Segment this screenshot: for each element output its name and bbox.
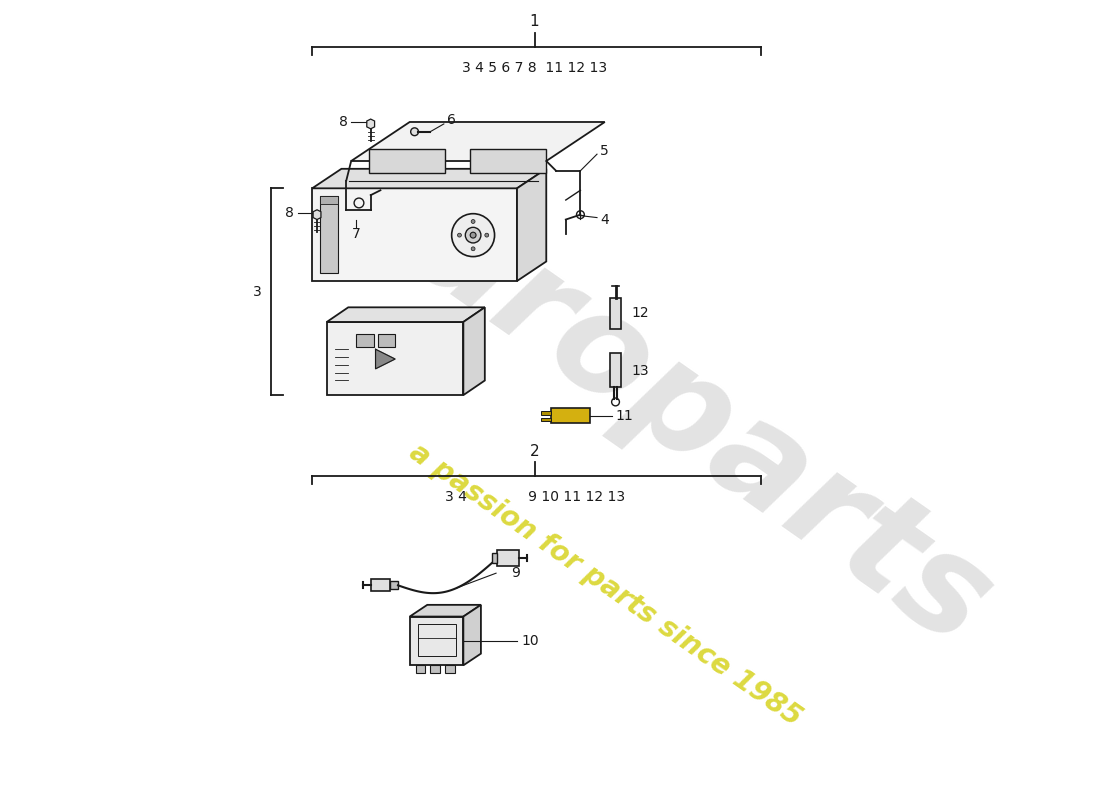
Bar: [497, 550, 519, 566]
Polygon shape: [312, 169, 547, 188]
Bar: [377, 334, 395, 347]
Bar: [541, 410, 551, 414]
Polygon shape: [470, 150, 547, 173]
Text: 12: 12: [631, 306, 649, 320]
Polygon shape: [463, 605, 481, 666]
Circle shape: [452, 214, 495, 257]
Bar: [541, 418, 551, 422]
Polygon shape: [351, 122, 605, 161]
Bar: [416, 666, 426, 673]
Text: 13: 13: [631, 364, 649, 378]
Text: 9: 9: [510, 566, 519, 580]
Polygon shape: [517, 169, 547, 281]
Circle shape: [470, 232, 476, 238]
Polygon shape: [366, 119, 375, 129]
Text: 2: 2: [530, 443, 539, 458]
Text: 3 4 5 6 7 8  11 12 13: 3 4 5 6 7 8 11 12 13: [462, 61, 607, 74]
Text: 3: 3: [253, 285, 262, 298]
Polygon shape: [409, 605, 481, 617]
Text: a passion for parts since 1985: a passion for parts since 1985: [404, 438, 806, 732]
Bar: [551, 408, 591, 423]
Circle shape: [410, 128, 418, 136]
Text: 11: 11: [616, 409, 634, 422]
Polygon shape: [327, 322, 463, 395]
Text: 10: 10: [521, 634, 539, 648]
Polygon shape: [314, 210, 321, 219]
Polygon shape: [312, 188, 517, 281]
Text: 1: 1: [530, 14, 539, 30]
Bar: [492, 553, 497, 563]
Text: 3 4              9 10 11 12 13: 3 4 9 10 11 12 13: [444, 490, 625, 504]
Bar: [609, 298, 622, 329]
Text: europarts: europarts: [310, 125, 1016, 675]
Bar: [430, 666, 440, 673]
Circle shape: [465, 227, 481, 243]
Text: 8: 8: [339, 115, 348, 129]
Circle shape: [471, 247, 475, 250]
Text: 5: 5: [601, 144, 609, 158]
Bar: [609, 353, 622, 387]
Polygon shape: [368, 150, 444, 173]
Circle shape: [485, 233, 488, 237]
Bar: [390, 582, 398, 590]
Bar: [320, 196, 338, 204]
Bar: [356, 334, 374, 347]
Polygon shape: [327, 307, 485, 322]
Polygon shape: [375, 350, 395, 369]
Circle shape: [458, 233, 461, 237]
Text: 4: 4: [601, 213, 609, 226]
Polygon shape: [409, 617, 463, 666]
Bar: [418, 624, 455, 655]
Bar: [320, 196, 338, 273]
Text: 6: 6: [448, 113, 456, 127]
Circle shape: [471, 219, 475, 223]
Bar: [371, 579, 390, 591]
Polygon shape: [463, 307, 485, 395]
Text: 8: 8: [285, 206, 294, 220]
Bar: [444, 666, 454, 673]
Text: 7: 7: [352, 227, 361, 241]
